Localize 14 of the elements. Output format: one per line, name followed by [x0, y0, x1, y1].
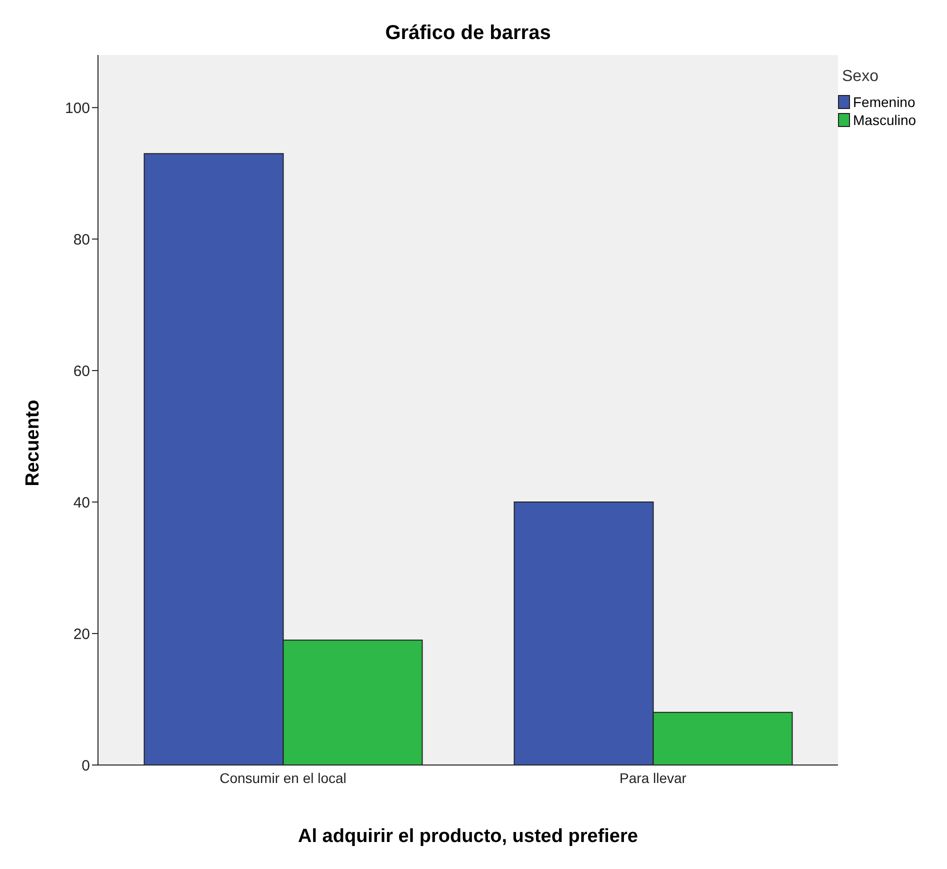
- legend-title: Sexo: [842, 68, 880, 86]
- legend-label: Masculino: [853, 112, 916, 128]
- y-tick-label: 40: [73, 494, 90, 512]
- y-tick-label: 100: [64, 100, 90, 117]
- chart-title: Gráfico de barras: [384, 22, 552, 45]
- legend-label: Femenino: [853, 94, 916, 110]
- x-tick-label: Para llevar: [620, 770, 687, 786]
- y-axis-title: Recuento: [22, 400, 44, 486]
- y-tick-label: 60: [73, 362, 90, 380]
- x-axis-title: Al adquirir el producto, usted prefiere: [297, 826, 639, 848]
- y-tick-label: 0: [82, 757, 90, 774]
- x-tick-label: Consumir en el local: [220, 770, 346, 786]
- y-tick-label: 80: [73, 231, 90, 248]
- y-tick-label: 20: [73, 626, 90, 643]
